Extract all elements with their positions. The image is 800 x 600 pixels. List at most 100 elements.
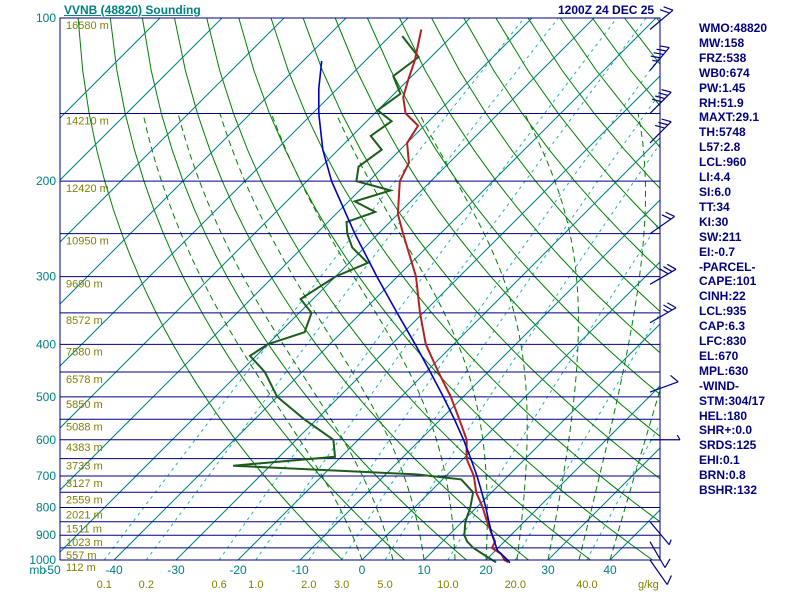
isotherm	[175, 75, 660, 560]
mixing-ratio-label: 1.0	[248, 579, 263, 591]
moist-adiabat	[524, 113, 579, 560]
barb-full	[659, 9, 670, 14]
barb-full	[661, 118, 672, 123]
dry-adiabat	[463, 18, 660, 271]
stat-line: FRZ:538	[699, 50, 747, 65]
barb-half	[676, 434, 681, 441]
mixing-ratio-label: 3.0	[334, 579, 349, 591]
dewpoint-curve	[233, 35, 497, 564]
moist-adiabat	[578, 113, 647, 560]
plot-border	[59, 17, 661, 561]
temp-tick-label: -40	[105, 563, 123, 577]
dry-adiabat	[238, 18, 654, 560]
parcel-curve	[318, 60, 511, 564]
wind-barb	[649, 118, 672, 144]
pressure-tick-label: 200	[36, 174, 56, 188]
wind-barbs	[649, 6, 681, 585]
barb-full	[661, 214, 672, 220]
barb-staff	[649, 307, 677, 324]
stat-line: RH:51.9	[699, 95, 744, 110]
mixing-ratio-line	[384, 142, 660, 560]
dry-adiabat	[591, 18, 660, 107]
height-label: 3733 m	[66, 461, 103, 473]
wind-barb	[649, 521, 672, 546]
stat-line: CAP:6.3	[699, 319, 746, 334]
temp-tick-label: -30	[167, 563, 185, 577]
moist-adiabat	[418, 113, 528, 560]
mixing-ratio-label: 5.0	[377, 579, 392, 591]
barb-full	[658, 121, 669, 126]
wind-barb	[649, 374, 679, 393]
dry-adiabat	[334, 18, 660, 437]
stat-line: CAPE:101	[699, 274, 757, 289]
stat-line: BRN:0.8	[699, 468, 746, 483]
plot-frame	[59, 17, 661, 561]
height-label: 8572 m	[66, 315, 103, 327]
barb-full	[663, 266, 673, 273]
height-label: 112 m	[66, 562, 96, 574]
stat-line: SW:211	[699, 229, 742, 244]
stat-line: WB0:674	[699, 65, 750, 80]
isotherm	[547, 447, 660, 560]
stat-line: MPL:630	[699, 363, 749, 378]
mixing-ratio-label: 40.0	[576, 579, 597, 591]
height-label: 10950 m	[66, 236, 109, 248]
mixing-ratio-line	[341, 92, 660, 560]
height-label: 557 m	[66, 550, 97, 562]
stat-line: SI:6.0	[699, 184, 732, 199]
dry-adiabat	[141, 18, 468, 560]
isobars	[60, 18, 660, 560]
barb-half	[652, 59, 658, 62]
stat-line: STM:304/17	[699, 393, 766, 408]
isotherm	[60, 18, 223, 181]
dry-adiabat	[270, 18, 660, 523]
barb-full	[661, 89, 672, 93]
pressure-tick-label: 400	[36, 337, 56, 351]
height-label: 2021 m	[66, 509, 103, 521]
height-label: 6578 m	[66, 374, 103, 386]
isotherm	[361, 261, 660, 560]
wind-barb	[649, 89, 672, 114]
dry-adiabat	[366, 18, 660, 395]
moist-adiabats	[142, 113, 660, 560]
isotherm	[423, 323, 660, 560]
stat-line: -PARCEL-	[699, 259, 756, 274]
stat-line: LFC:830	[699, 334, 747, 349]
pressure-tick-label: 500	[36, 390, 56, 404]
stat-line: LCL:935	[699, 304, 747, 319]
isotherm	[485, 385, 660, 560]
barb-full	[655, 124, 666, 129]
isotherm	[60, 18, 347, 305]
pressure-tick-label: 800	[36, 500, 56, 514]
height-label: 16580 m	[66, 20, 109, 32]
stat-line: TT:34	[699, 199, 730, 214]
temp-tick-label: 20	[479, 563, 493, 577]
mixing-ratio-label: 0.6	[211, 579, 226, 591]
stat-line: TH:5748	[699, 125, 746, 140]
stat-line: MAXT:29.1	[699, 110, 760, 125]
moist-adiabat	[142, 113, 363, 560]
height-label: 2559 m	[66, 494, 103, 506]
moist-adiabat	[609, 388, 660, 560]
stat-line: SHR+:0.0	[699, 423, 753, 438]
isotherm	[60, 18, 409, 367]
temp-tick-label: -20	[229, 563, 247, 577]
barb-full	[667, 302, 677, 309]
wind-barb	[649, 45, 670, 71]
wind-barb	[649, 559, 672, 585]
pressure-tick-label: 600	[36, 433, 56, 447]
temp-tick-label: -50	[43, 563, 61, 577]
barb-full	[650, 55, 661, 59]
barb-full	[651, 98, 662, 103]
barb-staff	[649, 521, 670, 546]
temperature-curve	[396, 29, 510, 564]
dry-adiabat	[302, 18, 660, 480]
dry-adiabat	[399, 18, 660, 354]
pressure-unit-label: mb	[29, 563, 46, 577]
pressure-tick-label: 100	[36, 11, 56, 25]
dry-adiabat	[206, 18, 592, 560]
barb-full	[670, 374, 679, 383]
barb-full	[665, 211, 675, 218]
barb-full	[658, 92, 669, 96]
barb-staff	[649, 381, 679, 393]
